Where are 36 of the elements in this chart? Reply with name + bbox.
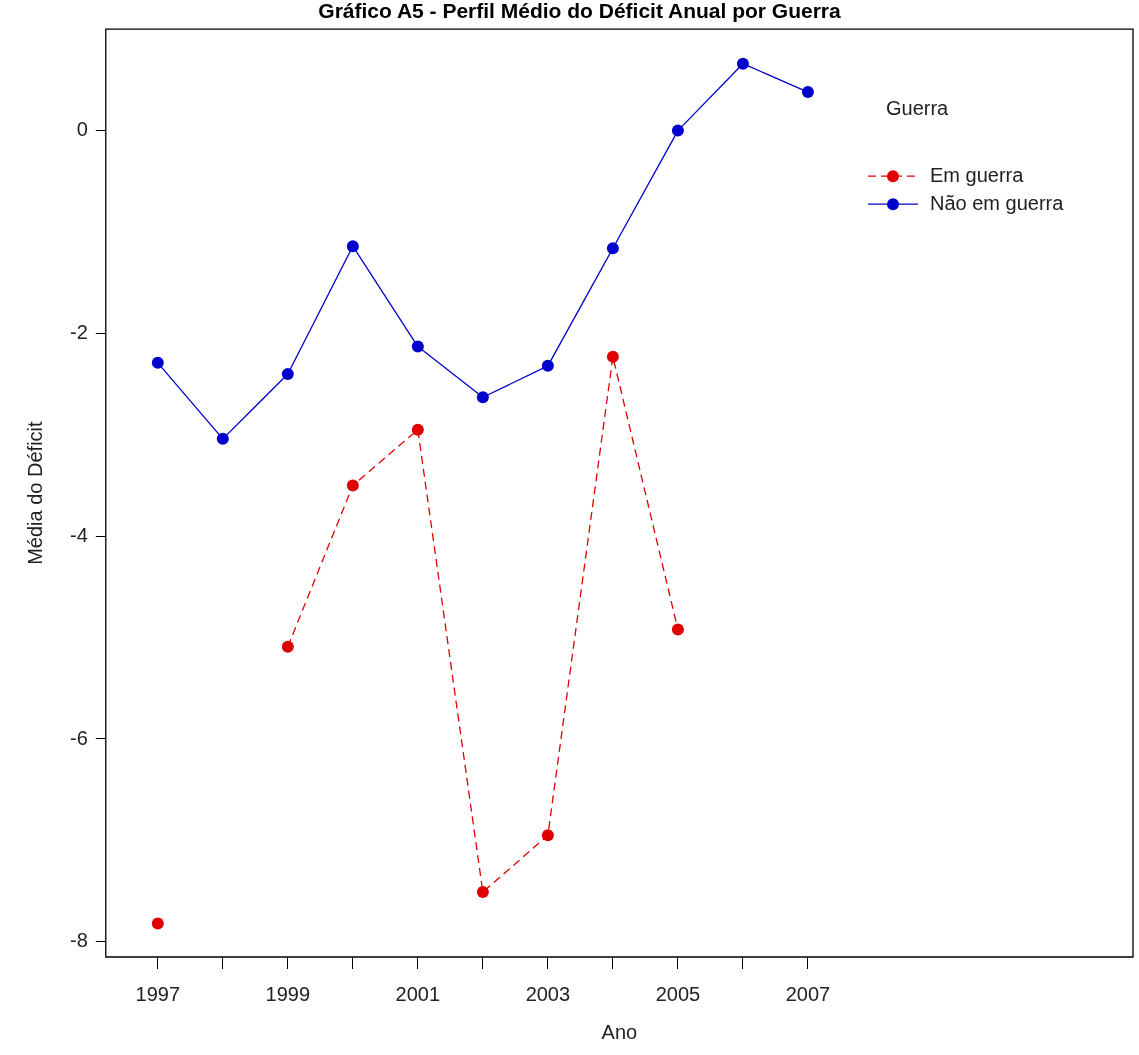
legend-title: Guerra [886,96,950,119]
y-axis-title: Média do Déficit [23,420,46,565]
y-tick-label: -6 [69,726,88,749]
point [671,623,684,636]
point [606,242,619,255]
point [801,86,814,99]
x-tick-label: 2007 [785,982,831,1005]
y-tick-label: -2 [69,320,88,343]
point [346,240,359,253]
legend-label: Não em guerra [930,191,1065,214]
point [216,432,229,445]
point [281,640,294,653]
point [281,367,294,380]
x-tick-label: 2003 [525,982,571,1005]
point [411,423,424,436]
point [736,57,749,70]
x-tick-label: 2005 [655,982,701,1005]
x-tick-label: 1997 [135,982,181,1005]
point [606,350,619,363]
point [476,391,489,404]
x-axis-title: Ano [601,1020,638,1043]
x-tick-label: 1999 [265,982,311,1005]
point [411,340,424,353]
legend-label: Em guerra [930,163,1025,186]
point [541,359,554,372]
point [541,829,554,842]
point [151,917,164,930]
point [151,356,164,369]
point [346,479,359,492]
y-tick-label: -4 [69,523,88,546]
chart-title: Gráfico A5 - Perfil Médio do Déficit Anual por Guerra [318,0,841,23]
y-tick-label: 0 [76,118,88,141]
x-tick-label: 2001 [395,982,441,1005]
point [671,124,684,137]
point [476,886,489,899]
y-tick-label: -8 [69,929,88,952]
